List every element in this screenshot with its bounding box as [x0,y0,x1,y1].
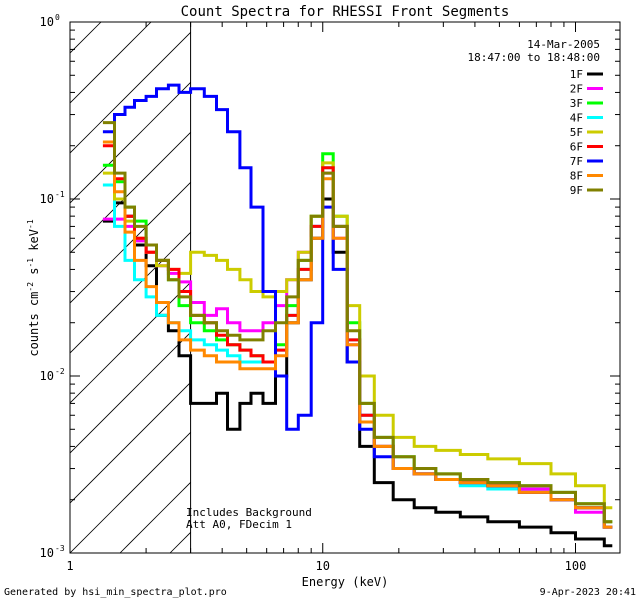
x-tick-label: 100 [565,559,587,573]
y-axis-label-s: s [27,268,41,282]
series-line-9F [102,121,613,524]
legend-label-5F: 5F [570,126,583,139]
legend-label-3F: 3F [570,97,583,110]
hatch-line [70,231,191,354]
hatch-line [70,181,191,304]
legend-label-6F: 6F [570,141,583,154]
legend-label-7F: 7F [570,155,583,168]
y-axis-label: counts cm-2 s-1 keV-1 [26,219,41,356]
plot-frame [69,21,621,554]
legend-label-2F: 2F [570,83,583,96]
y-tick-label: 10 [40,369,54,383]
y-tick-exponent: -3 [55,544,65,553]
x-tick-label: 1 [66,559,73,573]
excluded-region-hatch [70,22,191,553]
y-axis-label-exp3: -1 [26,219,35,229]
series-layer [102,83,613,548]
footer-timestamp: 9-Apr-2023 20:41 [540,587,636,598]
chart-title: Count Spectra for RHESSI Front Segments [181,4,510,20]
legend-label-4F: 4F [570,112,583,125]
y-tick-exponent: -1 [55,190,65,199]
y-tick-exponent: 0 [55,13,60,22]
hatch-line [70,431,191,553]
y-tick-label: 10 [40,546,54,560]
observation-date: 14-Mar-2005 [527,38,600,51]
series-line-5F [102,161,613,510]
y-axis-label-text: counts cm [27,292,41,357]
legend-label-1F: 1F [570,68,583,81]
observation-time-range: 18:47:00 to 18:48:00 [468,51,600,64]
x-tick-label: 10 [316,559,330,573]
legend-label-9F: 9F [570,184,583,197]
y-tick-label: 10 [40,15,54,29]
y-axis-label-exp1: -2 [26,282,35,292]
background-note: Includes Background [186,506,312,519]
x-axis-label: Energy (keV) [302,575,389,589]
legend-label-8F: 8F [570,170,583,183]
y-axis-label-kev: keV [27,229,41,258]
y-tick-label: 10 [40,192,54,206]
hatch-line [70,381,191,504]
hatch-line [70,22,152,104]
y-tick-exponent: -2 [55,367,65,376]
y-axis-label-exp2: -1 [26,258,35,268]
hatch-line [70,31,191,154]
footer-generator: Generated by hsi_min_spectra_plot.pro [4,587,227,598]
attenuator-note: Att A0, FDecim 1 [186,518,292,531]
